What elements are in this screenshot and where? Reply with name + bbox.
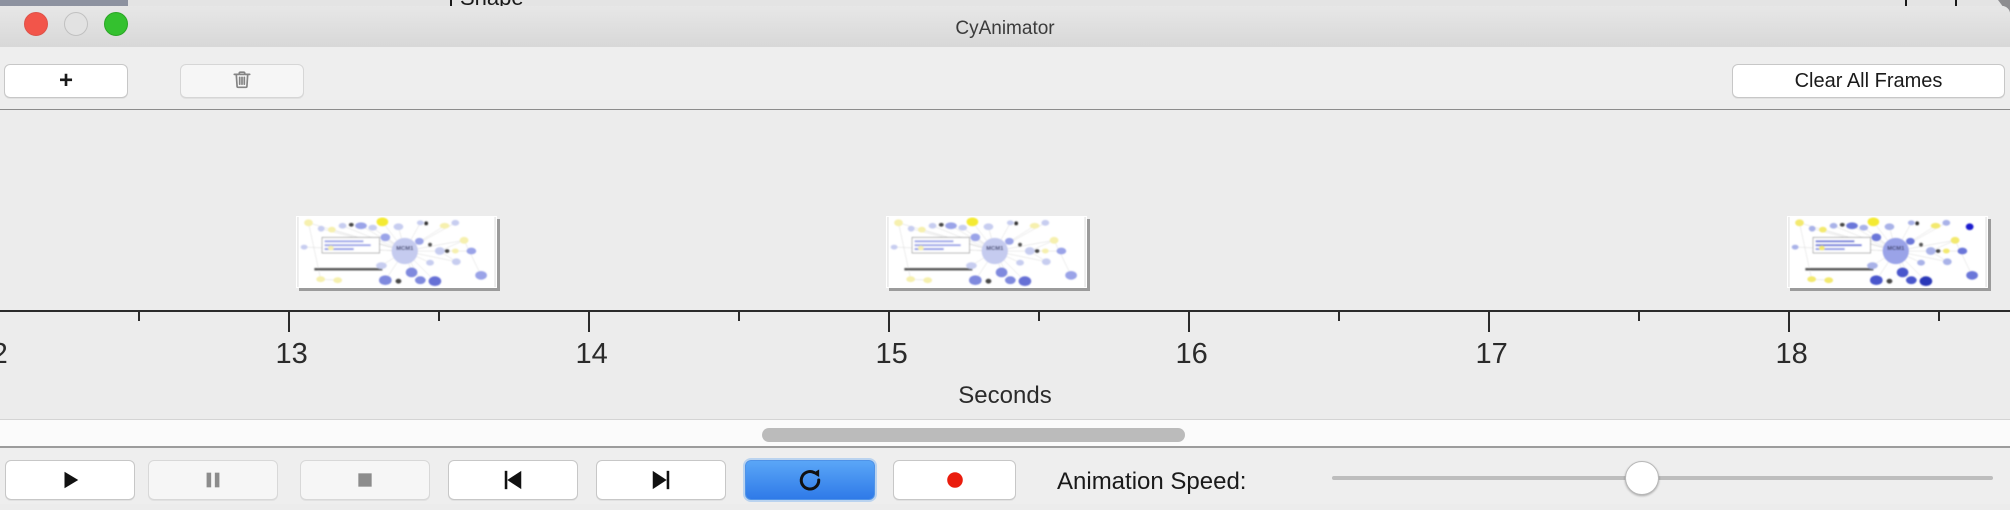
svg-text:MCM1: MCM1 (986, 246, 1004, 252)
svg-text:MCM1: MCM1 (1887, 246, 1905, 252)
svg-text:MCM1: MCM1 (396, 246, 414, 252)
